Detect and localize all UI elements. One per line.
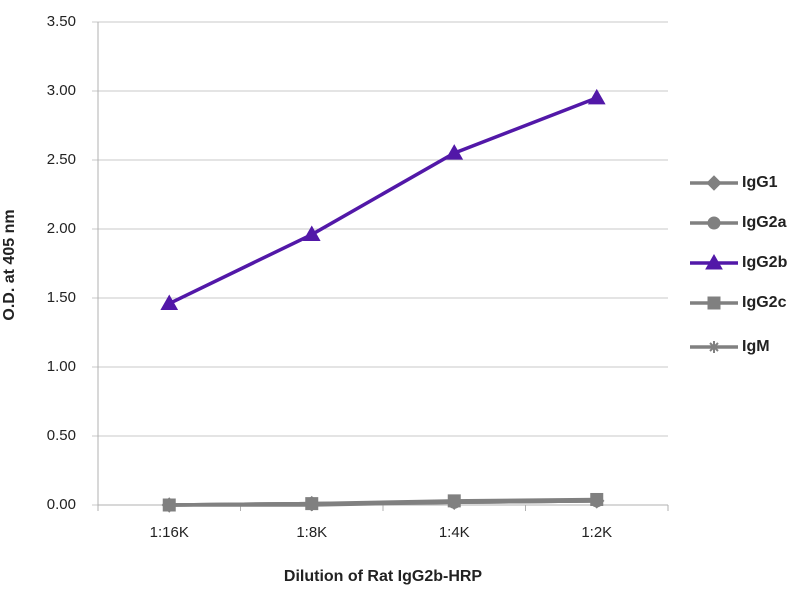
- y-tick-label: 1.50: [47, 289, 76, 306]
- data-point: [590, 494, 603, 507]
- legend-marker: [707, 216, 721, 230]
- y-tick-label: 0.00: [47, 496, 76, 513]
- legend-marker: [705, 253, 723, 270]
- y-tick-label: 3.00: [47, 82, 76, 99]
- legend-label: IgG2c: [742, 294, 787, 311]
- legend-label: IgG2a: [742, 214, 787, 231]
- y-tick-label: 0.50: [47, 427, 76, 444]
- data-point: [160, 294, 179, 311]
- legend-marker: [707, 296, 721, 310]
- legend-label: IgG2b: [742, 254, 788, 271]
- x-axis-title: Dilution of Rat IgG2b-HRP: [284, 568, 483, 585]
- x-tick-label: 1:4K: [439, 524, 470, 541]
- y-tick-label: 1.00: [47, 358, 76, 375]
- data-point: [305, 499, 318, 511]
- x-tick-label: 1:8K: [296, 524, 327, 541]
- y-tick-label: 2.50: [47, 151, 76, 168]
- data-point: [302, 225, 321, 242]
- data-point: [445, 144, 464, 160]
- series-line: [169, 499, 597, 507]
- data-point: [587, 88, 606, 105]
- legend-label: IgM: [742, 338, 770, 355]
- data-point: [448, 496, 461, 509]
- legend-marker: [706, 175, 722, 191]
- legend-marker: [708, 341, 720, 353]
- x-tick-label: 1:16K: [150, 524, 189, 541]
- y-axis-title: O.D. at 405 nm: [1, 209, 18, 320]
- y-tick-label: 3.50: [47, 13, 76, 30]
- series-line: [168, 96, 598, 306]
- x-tick-label: 1:2K: [581, 524, 612, 541]
- y-tick-label: 2.00: [47, 220, 76, 237]
- legend-label: IgG1: [742, 174, 778, 191]
- data-point: [163, 499, 176, 511]
